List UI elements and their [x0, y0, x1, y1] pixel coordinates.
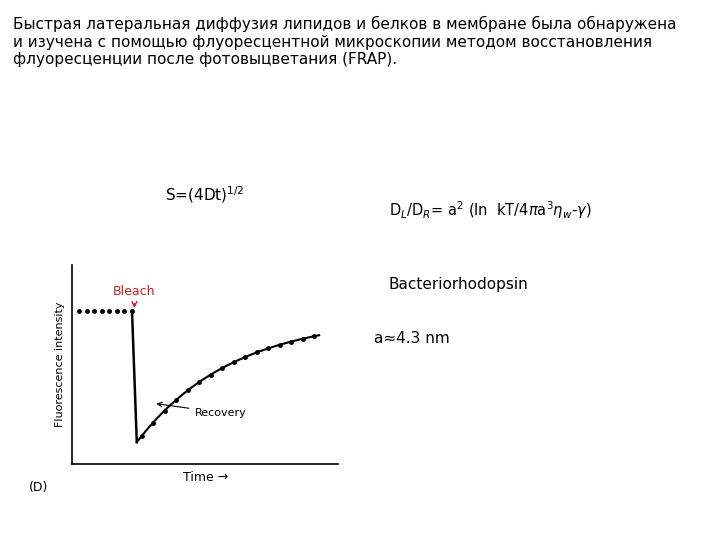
Text: Recovery: Recovery — [158, 402, 246, 417]
Y-axis label: Fluorescence intensity: Fluorescence intensity — [55, 302, 65, 427]
Text: S=(4Dt)$^{1/2}$: S=(4Dt)$^{1/2}$ — [166, 185, 245, 205]
Text: D$_L$/D$_R$= a$^2$ (ln  kT/4$\pi$a$^3\eta_w$-$\gamma$): D$_L$/D$_R$= a$^2$ (ln kT/4$\pi$a$^3\eta… — [389, 200, 591, 221]
Text: a≈4.3 nm: a≈4.3 nm — [374, 330, 450, 346]
Text: (D): (D) — [29, 481, 48, 494]
Text: Bleach: Bleach — [113, 285, 156, 307]
X-axis label: Time →: Time → — [183, 471, 228, 484]
Text: Bacteriorhodopsin: Bacteriorhodopsin — [389, 276, 528, 292]
Text: Быстрая латеральная диффузия липидов и белков в мембране была обнаружена
и изуче: Быстрая латеральная диффузия липидов и б… — [13, 16, 677, 67]
